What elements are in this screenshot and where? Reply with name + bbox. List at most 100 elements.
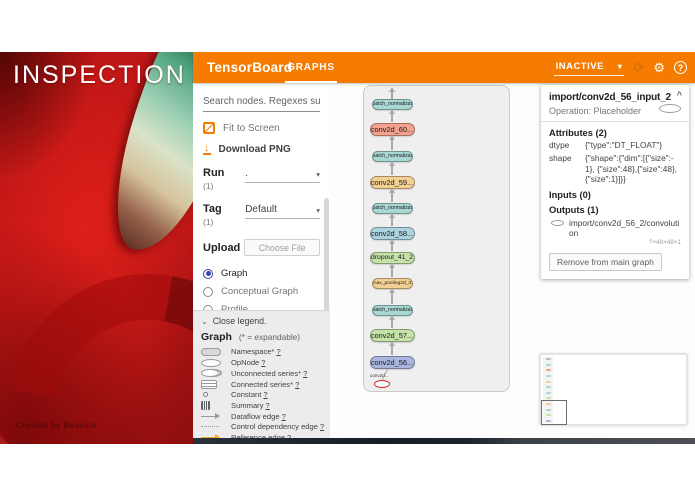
legend-item-unconnected-series: Unconnected series*? — [193, 368, 330, 378]
opnode-shape-icon — [659, 104, 681, 113]
refresh-icon[interactable]: ⟳ — [633, 60, 645, 75]
graph-minimap[interactable] — [540, 354, 687, 425]
legend-label: Reference edge — [231, 432, 286, 438]
tab-graphs[interactable]: GRAPHS — [285, 52, 337, 83]
tensorboard-window: TensorBoard GRAPHS INACTIVE ▾ ⟳ ⚙ ? — [193, 52, 695, 444]
legend-label: Dataflow edge — [231, 411, 280, 421]
legend-help-link[interactable]: ? — [281, 411, 286, 421]
attribute-name: dtype — [549, 140, 570, 150]
graph-edge — [387, 160, 397, 175]
graph-edge — [387, 87, 397, 99]
app-title: TensorBoard — [207, 60, 293, 75]
run-label: Run — [203, 167, 225, 179]
background-window-bar — [193, 438, 695, 444]
node-operation: Operation: Placeholder — [549, 106, 642, 116]
legend-item-reference-edge: Reference edge? — [193, 432, 330, 438]
legend-item-constant: Constant? — [193, 390, 330, 400]
constant-icon — [201, 392, 231, 398]
legend-help-link[interactable]: ? — [319, 422, 325, 432]
caret-down-icon: ▾ — [316, 170, 320, 179]
output-row[interactable]: import/conv2d_56_2/convolution ?×48×48×1 — [549, 218, 681, 246]
graph-type-option-graph[interactable]: Graph — [203, 268, 320, 279]
legend-item-summary: Summary? — [193, 400, 330, 410]
status-dropdown[interactable]: INACTIVE ▾ — [553, 59, 625, 76]
legend-label: Constant — [231, 390, 262, 400]
graph-edge — [387, 263, 397, 277]
minimap-viewport[interactable] — [541, 400, 567, 425]
tag-select[interactable]: Default ▾ — [245, 203, 320, 219]
slide-credit: Created by Beanica — [16, 420, 97, 430]
minimap-node-mark — [545, 380, 551, 383]
minimap-node-mark — [545, 369, 551, 372]
remove-from-main-graph-button[interactable]: Remove from main graph — [549, 253, 662, 272]
upload-field: Upload Choose File — [203, 239, 320, 256]
legend-help-link[interactable]: ? — [303, 368, 308, 378]
graph-edge — [387, 108, 397, 122]
run-select[interactable]: . ▾ — [245, 167, 320, 183]
minimap-node-mark — [545, 391, 551, 394]
selected-input-node[interactable] — [374, 380, 390, 388]
legend-help-link[interactable]: ? — [261, 358, 266, 368]
reference-edge-icon — [201, 433, 231, 438]
legend-label: Namespace* — [231, 347, 275, 357]
graph-edge — [387, 212, 397, 226]
opnode-shape-icon — [551, 220, 564, 227]
legend-help-link[interactable]: ? — [287, 432, 292, 438]
graph-edge — [387, 340, 397, 355]
slide-title: INSPECTION — [13, 61, 186, 89]
search-input[interactable] — [203, 93, 320, 112]
header-actions: INACTIVE ▾ ⟳ ⚙ ? — [553, 52, 687, 83]
graph-type-option-conceptual[interactable]: Conceptual Graph — [203, 286, 320, 297]
minimap-node-mark — [545, 403, 551, 405]
minimap-node-mark — [545, 374, 551, 377]
node-title: import/conv2d_56_input_2 — [549, 92, 671, 103]
run-field: Run (1) . ▾ — [203, 167, 320, 191]
attribute-value: {"type":"DT_FLOAT"} — [585, 140, 663, 150]
caret-down-icon: ▾ — [617, 62, 623, 71]
inputs-title: Inputs (0) — [549, 190, 591, 201]
legend-help-link[interactable]: ? — [265, 400, 270, 410]
choose-file-button[interactable]: Choose File — [244, 239, 320, 256]
attribute-row: dtype {"type":"DT_FLOAT"} — [549, 140, 681, 151]
legend-item-namespace: Namespace*? — [193, 347, 330, 357]
legend-label: OpNode — [231, 358, 260, 368]
fit-to-screen-button[interactable]: Fit to Screen — [203, 122, 320, 134]
legend-label: Unconnected series* — [231, 368, 302, 378]
graph-controls-sidebar: Fit to Screen ↓ Download PNG Run (1) . — [193, 83, 330, 438]
upload-label: Upload — [203, 241, 241, 254]
graph-canvas[interactable]: batch_normalizat... conv2d_60... batch_nor… — [330, 83, 695, 438]
output-name: import/conv2d_56_2/convolution — [569, 218, 680, 239]
caret-down-icon: ▾ — [316, 206, 320, 215]
gear-icon[interactable]: ⚙ — [653, 60, 665, 75]
graph-node-conv2d-56[interactable]: conv2d_56... — [369, 355, 415, 369]
minimap-node-mark — [545, 386, 551, 389]
help-icon[interactable]: ? — [674, 61, 687, 74]
attribute-row: shape {"shape":{"dim":[{"size":-1}, {"siz… — [549, 153, 681, 185]
minimap-graph-thumbnail — [543, 357, 553, 423]
inspection-slide-image: INSPECTION Created by Beanica — [0, 52, 193, 444]
control-dep-edge-icon — [201, 426, 231, 428]
legend-help-link[interactable]: ? — [276, 347, 281, 357]
attribute-rows: dtype {"type":"DT_FLOAT"} shape {"shape":{"… — [549, 140, 681, 185]
collapse-caret-icon[interactable]: ^ — [676, 90, 682, 100]
connected-series-icon — [201, 379, 231, 389]
run-value: . — [245, 168, 248, 179]
graph-edge — [387, 187, 397, 202]
minimap-node-mark — [545, 358, 551, 360]
minimap-node-mark — [545, 414, 551, 417]
legend-help-link[interactable]: ? — [295, 379, 300, 389]
sidebar-scrollbar[interactable] — [324, 198, 329, 328]
chevron-down-icon: ⌄ — [201, 316, 208, 326]
fit-to-screen-label: Fit to Screen — [223, 122, 280, 134]
close-legend-button[interactable]: ⌄ Close legend. — [193, 311, 330, 328]
graph-legend: ⌄ Close legend. Graph (* = expandable) N… — [193, 310, 330, 438]
info-card-header: import/conv2d_56_input_2 ^ Operation: Pl… — [541, 85, 689, 122]
tensorboard-header: TensorBoard GRAPHS INACTIVE ▾ ⟳ ⚙ ? — [193, 52, 695, 83]
radio-selected-icon — [203, 268, 213, 279]
radio-icon — [203, 286, 213, 297]
download-png-button[interactable]: ↓ Download PNG — [203, 143, 320, 155]
node-info-card: import/conv2d_56_input_2 ^ Operation: Pl… — [541, 85, 689, 280]
attribute-name: shape — [549, 152, 572, 163]
legend-help-link[interactable]: ? — [263, 390, 268, 400]
